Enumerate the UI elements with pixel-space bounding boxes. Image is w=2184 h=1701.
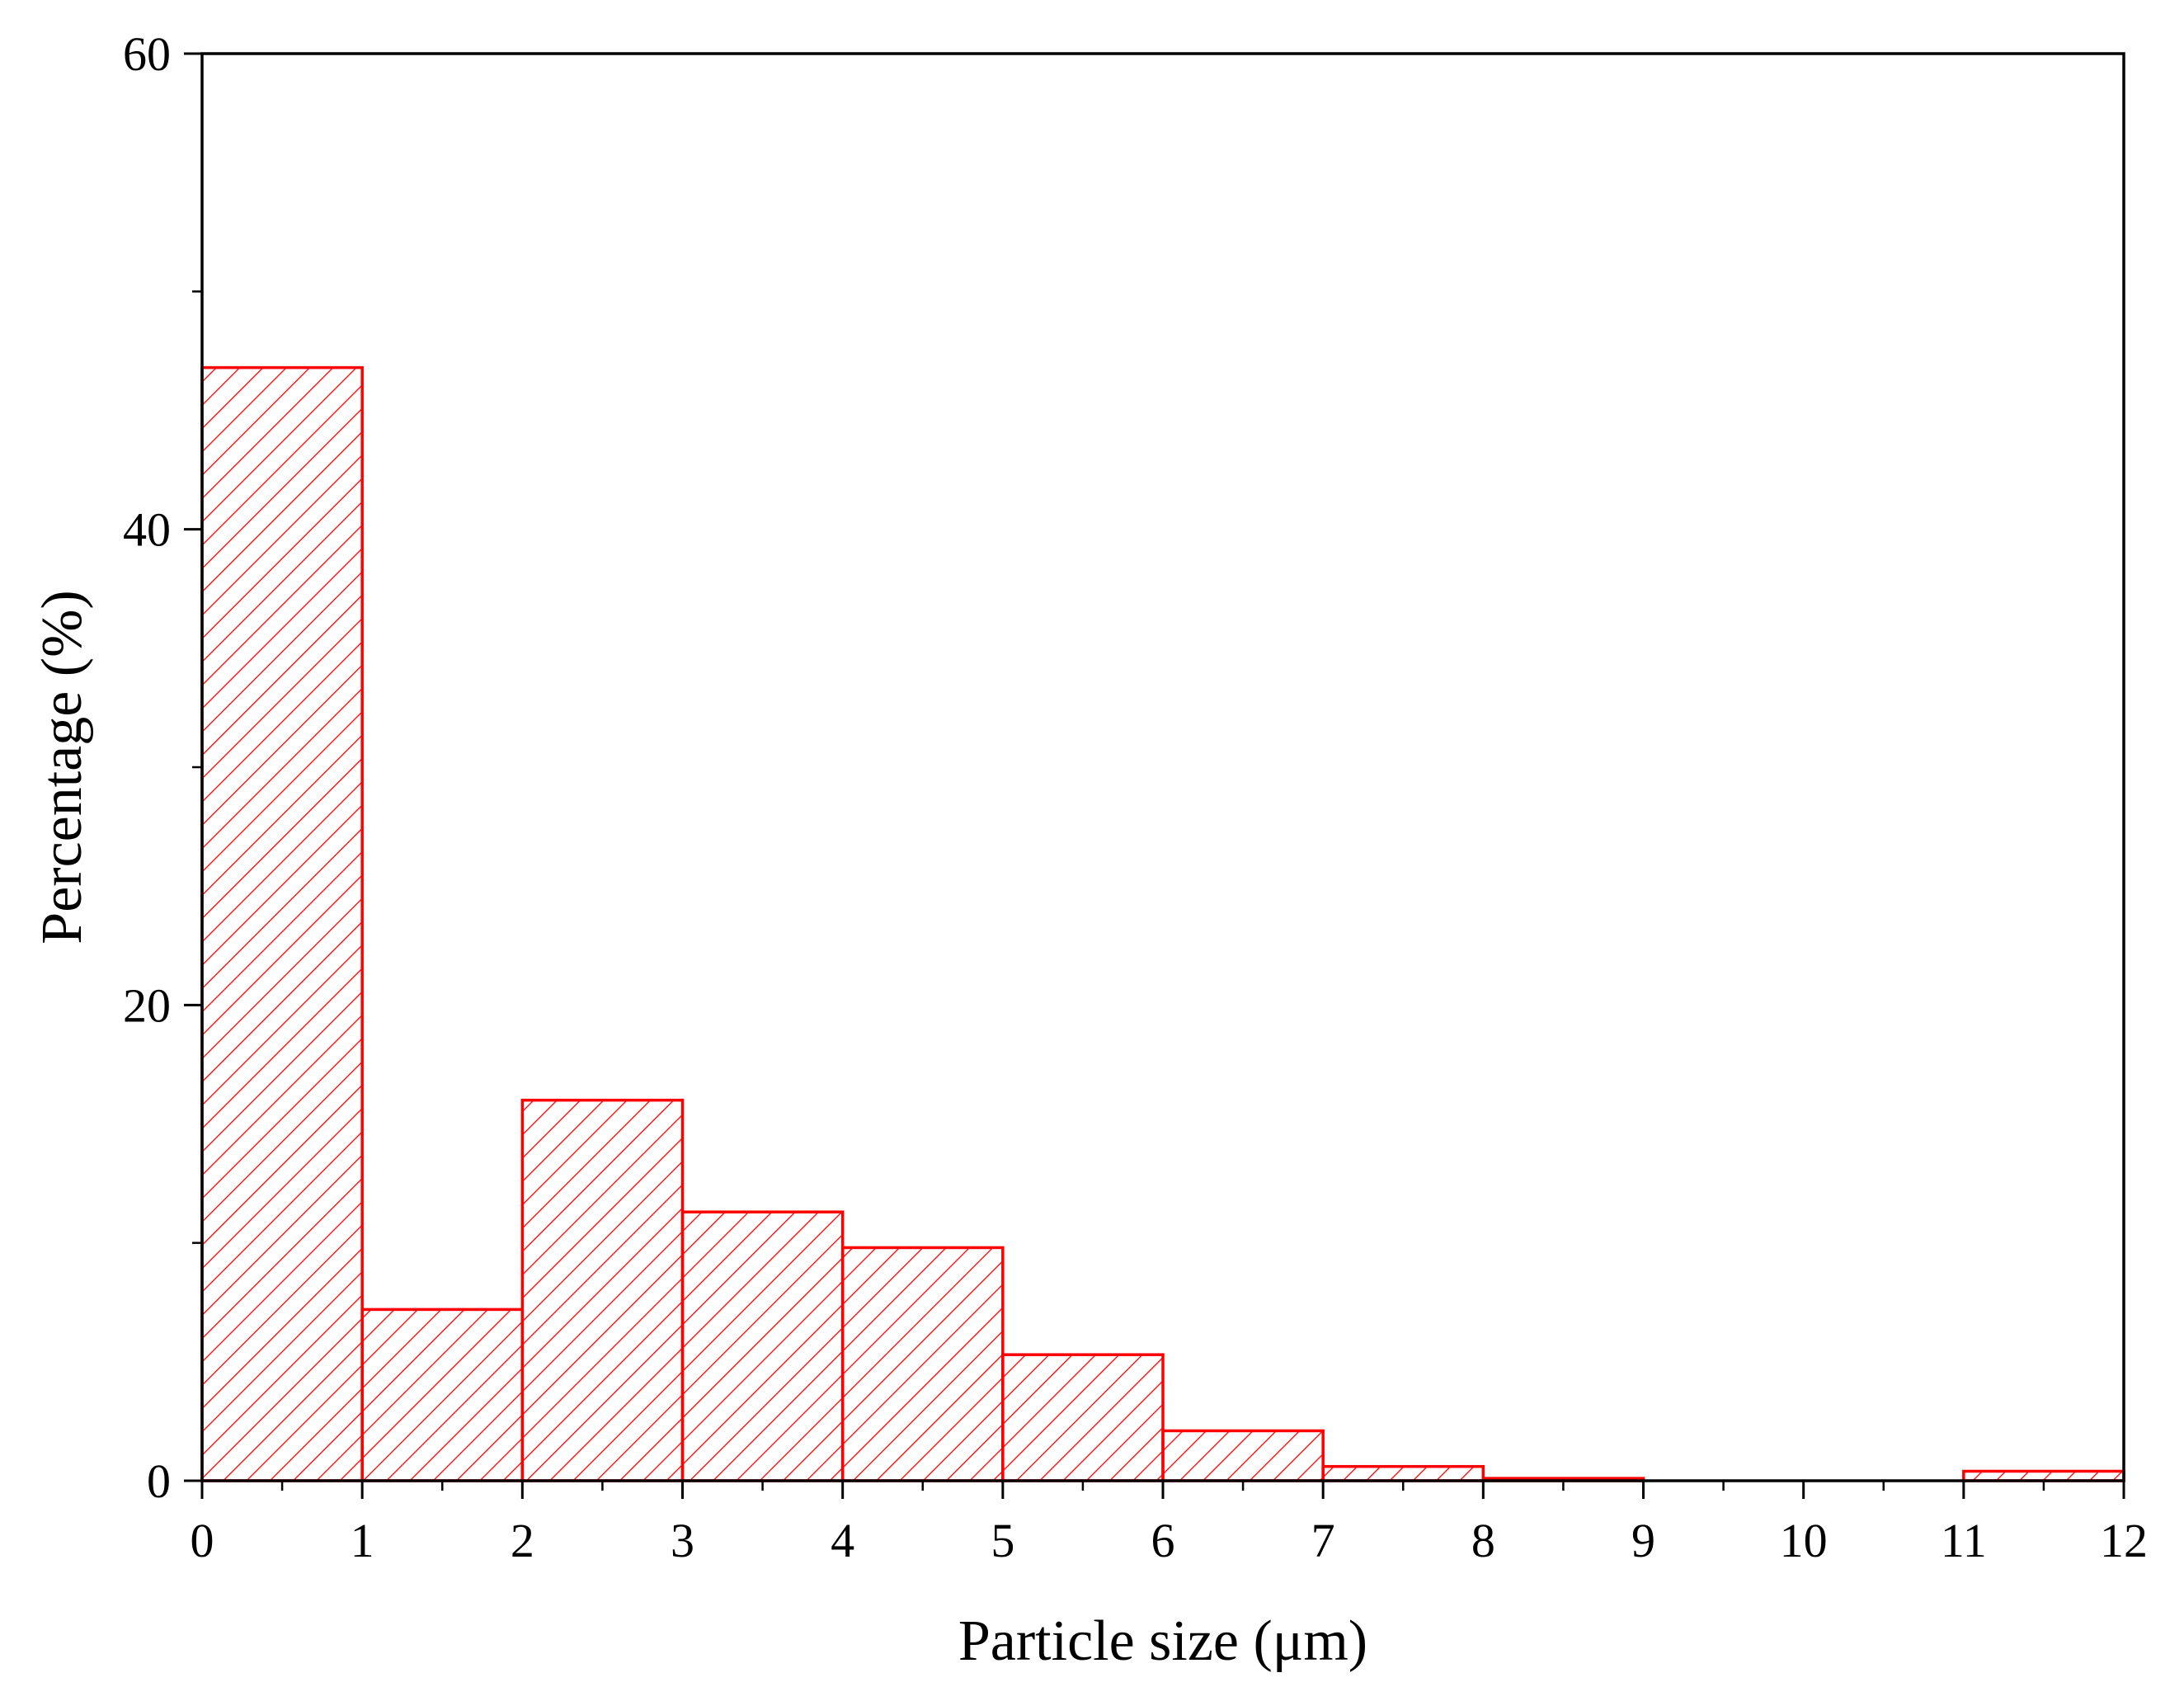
axes-layer: [184, 52, 2125, 1499]
x-tick-label: 8: [1471, 1514, 1495, 1567]
histogram-bar: [520, 1098, 685, 1482]
x-tick-label: 6: [1151, 1514, 1175, 1567]
histogram-bar: [1321, 1464, 1485, 1482]
histogram-bar: [840, 1246, 1005, 1482]
y-tick-label: 0: [147, 1454, 171, 1508]
x-tick-label: 5: [991, 1514, 1014, 1567]
y-tick-label: 40: [123, 503, 171, 557]
bars-layer: [200, 365, 2125, 1482]
x-tick-label: 11: [1941, 1514, 1987, 1567]
x-tick-label: 0: [191, 1514, 214, 1567]
histogram-bar: [680, 1210, 845, 1482]
x-tick-label: 4: [831, 1514, 854, 1567]
x-tick-label: 1: [351, 1514, 374, 1567]
y-tick-label: 60: [123, 27, 171, 81]
x-tick-label: 12: [2100, 1514, 2148, 1567]
histogram-bar: [360, 1308, 525, 1482]
x-tick-label: 2: [511, 1514, 534, 1567]
histogram-bar: [200, 365, 364, 1482]
x-tick-label: 3: [671, 1514, 694, 1567]
x-tick-label: 10: [1780, 1514, 1828, 1567]
x-tick-label: 9: [1631, 1514, 1655, 1567]
histogram-bar: [1161, 1429, 1325, 1482]
histogram-bar: [1001, 1353, 1165, 1482]
x-tick-label: 7: [1311, 1514, 1335, 1567]
y-axis-title: Percentage (%): [31, 590, 94, 944]
x-axis-title: Particle size (μm): [958, 1609, 1367, 1673]
y-tick-label: 20: [123, 978, 171, 1032]
plot-frame: [200, 52, 2125, 1482]
